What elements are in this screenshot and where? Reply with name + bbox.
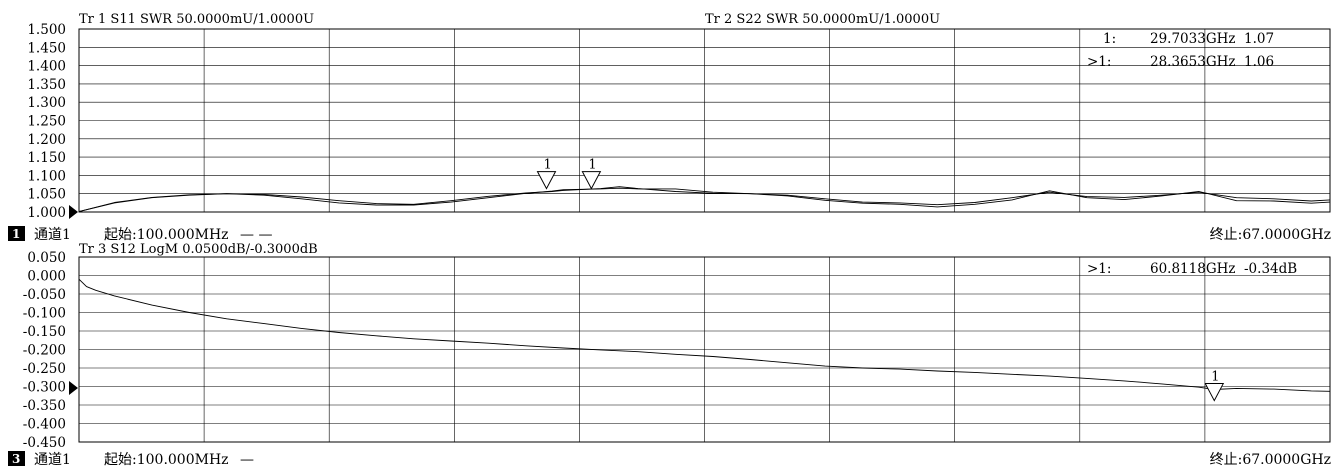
marker-label: 1 — [588, 158, 596, 173]
marker-triangle[interactable] — [581, 171, 602, 190]
lower-markers: 1 — [1204, 370, 1225, 402]
ytick-label: -0.100 — [23, 306, 66, 322]
ytick-label: -0.050 — [23, 287, 66, 303]
readout-value: 1.07 — [1244, 31, 1274, 47]
series-line-1 — [78, 186, 1331, 213]
readout-prefix: >1: — [1087, 261, 1111, 277]
trace-legend-marks: — — — [240, 227, 272, 243]
channel-number: 1 — [12, 227, 20, 241]
ytick-label: -0.200 — [23, 343, 66, 359]
trace-header-tr3: Tr 3 S12 LogM 0.0500dB/-0.3000dB — [79, 242, 318, 257]
channel-number: 3 — [12, 452, 20, 466]
lower-panel: 0.050 0.000 -0.050 -0.100 -0.150 -0.200 -0.250… — [8, 242, 1331, 468]
ytick-label: 1.150 — [27, 150, 66, 166]
ytick-label: 1.350 — [27, 77, 66, 93]
upper-gridlines — [79, 29, 1330, 212]
lower-marker-readout-1: >1: 60.8118GHz -0.34dB — [1087, 261, 1297, 277]
readout-prefix: >1: — [1087, 54, 1111, 70]
marker-triangle[interactable] — [1204, 383, 1225, 402]
lower-reference-arrow — [69, 381, 78, 395]
ytick-label: 0.050 — [27, 250, 66, 266]
upper-channel-bar: 1 通道1 起始:100.000MHz — — 终止:67.0000GHz — [8, 226, 1331, 243]
upper-traces — [78, 186, 1331, 213]
readout-value: 1.06 — [1244, 54, 1274, 70]
readout-value: -0.34dB — [1244, 261, 1297, 277]
upper-reference-arrow — [69, 205, 78, 219]
stop-frequency: 终止:67.0000GHz — [1210, 227, 1331, 243]
trace-header-tr2: Tr 2 S22 SWR 50.0000mU/1.0000U — [705, 12, 940, 27]
series-line-1 — [78, 278, 1331, 392]
channel-name: 通道1 — [34, 452, 71, 468]
ytick-label: 0.000 — [27, 269, 66, 285]
upper-ytick-labels: 1.500 1.450 1.400 1.350 1.300 1.250 1.200 1.150… — [27, 22, 66, 221]
ytick-label: 1.500 — [27, 22, 66, 38]
trace-header-tr1: Tr 1 S11 SWR 50.0000mU/1.0000U — [79, 12, 314, 27]
channel-name: 通道1 — [34, 227, 71, 243]
ytick-label: -0.250 — [23, 361, 66, 377]
ytick-label: 1.000 — [27, 205, 66, 221]
start-frequency: 起始:100.000MHz — [104, 452, 229, 468]
channel-number-box — [8, 451, 25, 466]
lower-channel-bar: 3 通道1 起始:100.000MHz — 终止:67.0000GHz — [8, 451, 1331, 468]
readout-freq: 60.8118GHz — [1150, 261, 1236, 277]
lower-ytick-labels: 0.050 0.000 -0.050 -0.100 -0.150 -0.200 -0.250… — [23, 250, 66, 451]
trace-legend-marks: — — [240, 452, 254, 468]
marker-label: 1 — [1211, 370, 1219, 385]
ytick-label: -0.350 — [23, 398, 66, 414]
ytick-label: 1.450 — [27, 40, 66, 56]
marker-label: 1 — [543, 158, 551, 173]
lower-gridlines — [79, 257, 1330, 442]
upper-panel: 1.500 1.450 1.400 1.350 1.300 1.250 1.200 1.150… — [8, 12, 1331, 243]
series-line-2 — [78, 187, 1331, 213]
ytick-label: -0.150 — [23, 324, 66, 340]
readout-freq: 28.3653GHz — [1150, 54, 1236, 70]
lower-traces — [78, 278, 1331, 392]
ytick-label: 1.050 — [27, 187, 66, 203]
upper-marker-readout-2: >1: 28.3653GHz 1.06 — [1087, 54, 1274, 70]
channel-number-box — [8, 226, 25, 241]
readout-prefix: 1: — [1103, 31, 1116, 47]
ytick-label: 1.400 — [27, 59, 66, 75]
readout-freq: 29.7033GHz — [1150, 31, 1236, 47]
ytick-label: 1.250 — [27, 114, 66, 130]
ytick-label: -0.300 — [23, 380, 66, 396]
ytick-label: -0.450 — [23, 435, 66, 451]
ytick-label: 1.300 — [27, 95, 66, 111]
ytick-label: 1.200 — [27, 132, 66, 148]
ytick-label: -0.400 — [23, 417, 66, 433]
upper-marker-readout-1: 1: 29.7033GHz 1.07 — [1103, 31, 1274, 47]
marker-triangle[interactable] — [536, 171, 557, 190]
stop-frequency: 终止:67.0000GHz — [1210, 452, 1331, 468]
start-frequency: 起始:100.000MHz — [104, 227, 229, 243]
ytick-label: 1.100 — [27, 168, 66, 184]
